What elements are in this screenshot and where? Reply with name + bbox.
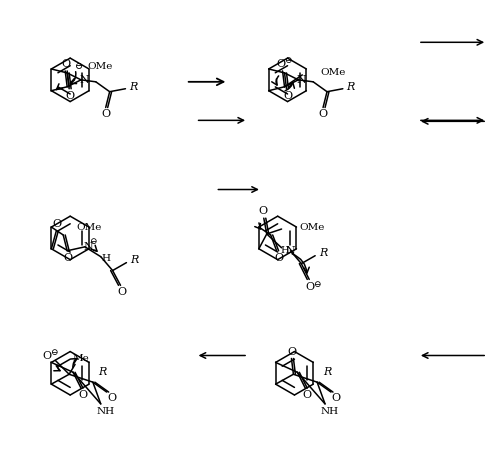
- Text: ⊖: ⊖: [89, 238, 96, 246]
- Text: R: R: [129, 82, 138, 92]
- Text: N: N: [79, 75, 89, 85]
- Text: O: O: [318, 109, 328, 119]
- Text: NH: NH: [321, 407, 339, 416]
- Text: OMe: OMe: [76, 223, 102, 232]
- Text: O: O: [302, 390, 312, 400]
- Text: O: O: [332, 393, 340, 403]
- Text: O: O: [66, 91, 74, 100]
- Text: O: O: [107, 393, 116, 403]
- Text: N: N: [286, 246, 296, 256]
- Text: O: O: [306, 282, 315, 292]
- Text: N: N: [83, 242, 93, 252]
- Text: Me: Me: [72, 354, 90, 363]
- Text: ⊖: ⊖: [50, 348, 57, 357]
- Text: R: R: [319, 248, 327, 258]
- Text: O: O: [43, 351, 52, 362]
- Text: O: O: [64, 253, 72, 263]
- Text: R: R: [323, 367, 331, 377]
- Text: O: O: [283, 91, 292, 100]
- Text: O: O: [52, 219, 62, 229]
- Text: NH: NH: [96, 407, 115, 416]
- Text: R: R: [98, 367, 107, 377]
- Text: O: O: [101, 109, 110, 119]
- Text: O: O: [62, 59, 70, 69]
- Text: R: R: [346, 82, 355, 92]
- Text: ⊖: ⊖: [75, 62, 83, 70]
- Text: N: N: [296, 75, 306, 85]
- Text: OMe: OMe: [320, 69, 345, 77]
- Text: ⊖: ⊖: [284, 56, 291, 64]
- Text: O: O: [276, 59, 285, 69]
- Text: H: H: [280, 246, 289, 255]
- Text: O: O: [274, 253, 283, 263]
- Text: O: O: [258, 206, 268, 216]
- Text: R: R: [130, 255, 138, 265]
- Text: OMe: OMe: [300, 223, 324, 232]
- Text: O: O: [288, 346, 297, 357]
- Text: OMe: OMe: [87, 62, 112, 70]
- Text: O: O: [78, 390, 88, 400]
- Text: H: H: [101, 254, 110, 263]
- Text: O: O: [117, 287, 126, 297]
- Text: ⊖: ⊖: [314, 280, 321, 289]
